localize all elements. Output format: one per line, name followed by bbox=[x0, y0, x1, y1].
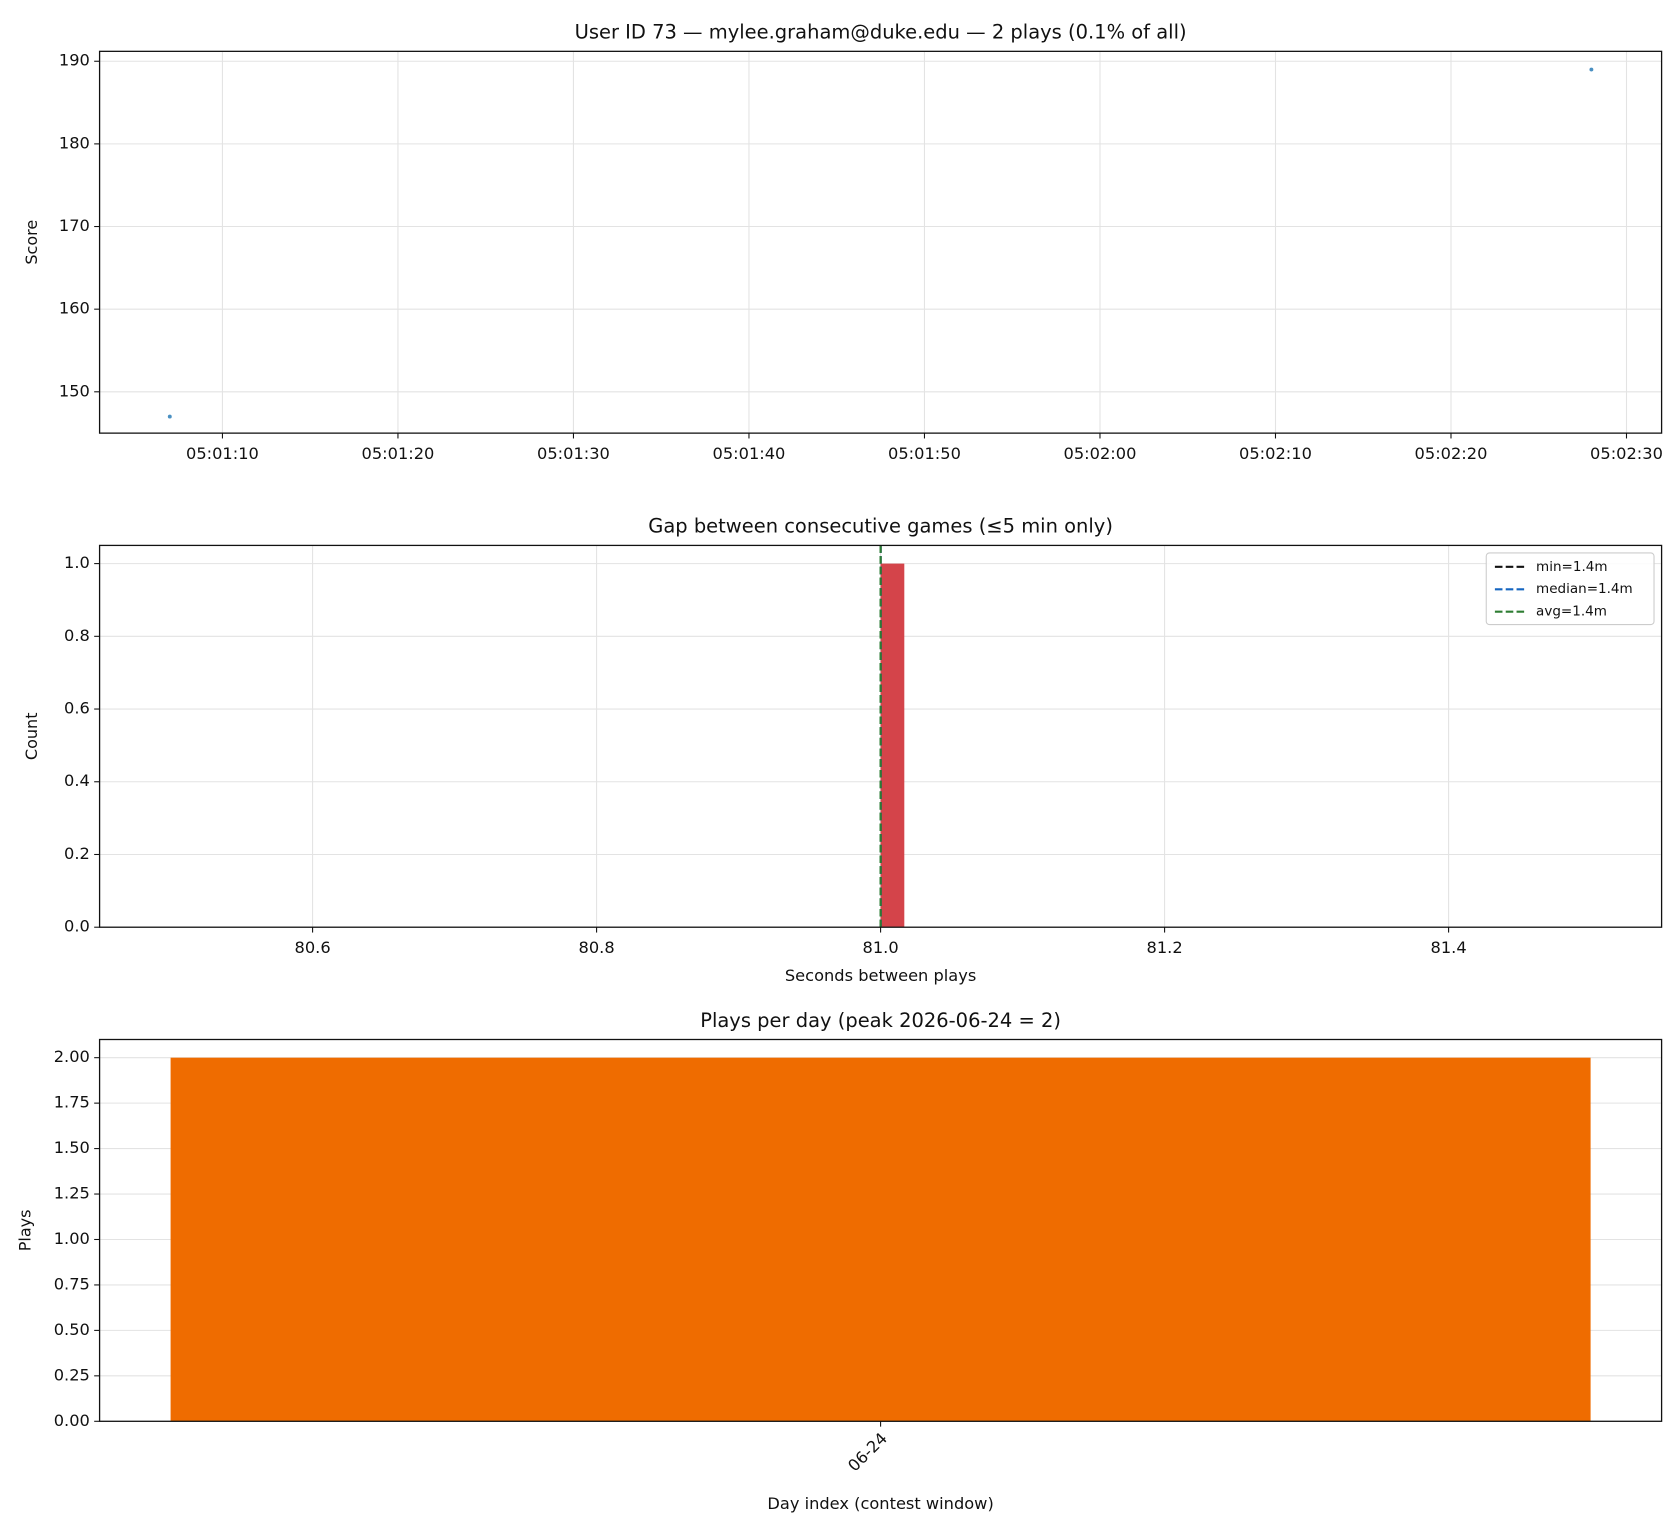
legend-box bbox=[1485, 552, 1655, 626]
y-axis-label: Count bbox=[22, 713, 41, 761]
chart-title: Gap between consecutive games (≤5 min on… bbox=[648, 515, 1113, 538]
x-tick-label: 05:02:10 bbox=[1239, 444, 1312, 463]
y-tick-label: 160 bbox=[59, 299, 90, 318]
y-tick-label: 0.6 bbox=[64, 699, 90, 718]
y-tick-label: 0.25 bbox=[54, 1365, 90, 1384]
x-tick-label: 05:01:50 bbox=[888, 444, 961, 463]
y-tick-label: 2.00 bbox=[54, 1047, 90, 1066]
x-tick-label: 05:02:30 bbox=[1590, 444, 1663, 463]
x-axis-label: Day index (contest window) bbox=[767, 1494, 993, 1513]
y-tick-label: 0.8 bbox=[64, 626, 90, 645]
plot-frame bbox=[98, 544, 1663, 928]
point bbox=[1589, 67, 1594, 72]
y-tick-label: 1.75 bbox=[54, 1093, 90, 1112]
y-axis-label: Score bbox=[22, 220, 41, 265]
x-tick-label: 05:02:20 bbox=[1415, 444, 1488, 463]
y-tick-label: 1.0 bbox=[64, 553, 90, 572]
y-tick-label: 0.50 bbox=[54, 1320, 90, 1339]
x-tick-label: 80.8 bbox=[579, 938, 615, 957]
plot-frame bbox=[98, 1038, 1663, 1422]
x-tick-label: 05:01:40 bbox=[713, 444, 786, 463]
x-axis-label: Seconds between plays bbox=[785, 966, 976, 985]
x-tick-label: 81.0 bbox=[863, 938, 899, 957]
point bbox=[167, 414, 172, 419]
x-tick-label: 81.4 bbox=[1431, 938, 1467, 957]
y-tick-label: 0.4 bbox=[64, 771, 90, 790]
y-tick-label: 180 bbox=[59, 133, 90, 152]
x-tick-label: 05:01:20 bbox=[362, 444, 435, 463]
y-tick-label: 0.75 bbox=[54, 1275, 90, 1294]
panel: Plays per day (peak 2026-06-24 = 2) Plays… bbox=[15, 1009, 1663, 1513]
y-axis-label: Plays bbox=[15, 1210, 34, 1252]
chart-title: User ID 73 — mylee.graham@duke.edu — 2 p… bbox=[575, 21, 1187, 44]
x-tick-label: 81.2 bbox=[1147, 938, 1183, 957]
y-tick-label: 190 bbox=[59, 51, 90, 70]
legend-label: median=1.4m bbox=[1536, 582, 1633, 597]
panel: User ID 73 — mylee.graham@duke.edu — 2 p… bbox=[22, 21, 1663, 463]
plot-frame bbox=[98, 50, 1663, 434]
panel: Gap between consecutive games (≤5 min on… bbox=[22, 515, 1663, 985]
y-tick-label: 0.2 bbox=[64, 844, 90, 863]
x-tick-label: 05:02:00 bbox=[1064, 444, 1137, 463]
y-tick-label: 1.50 bbox=[54, 1138, 90, 1157]
y-tick-label: 170 bbox=[59, 216, 90, 235]
y-tick-label: 150 bbox=[59, 381, 90, 400]
y-tick-label: 0.0 bbox=[64, 917, 90, 936]
y-tick-label: 0.00 bbox=[54, 1411, 90, 1430]
x-tick-label: 05:01:10 bbox=[186, 444, 259, 463]
hist-bar bbox=[880, 563, 905, 928]
y-tick-label: 1.00 bbox=[54, 1229, 90, 1248]
y-tick-label: 1.25 bbox=[54, 1184, 90, 1203]
legend-label: avg=1.4m bbox=[1536, 605, 1607, 620]
x-tick-label: 06-24 bbox=[844, 1429, 891, 1475]
bar bbox=[170, 1057, 1591, 1422]
legend-label: min=1.4m bbox=[1536, 560, 1607, 575]
chart-title: Plays per day (peak 2026-06-24 = 2) bbox=[700, 1009, 1061, 1032]
x-tick-label: 80.6 bbox=[295, 938, 331, 957]
x-tick-label: 05:01:30 bbox=[537, 444, 610, 463]
